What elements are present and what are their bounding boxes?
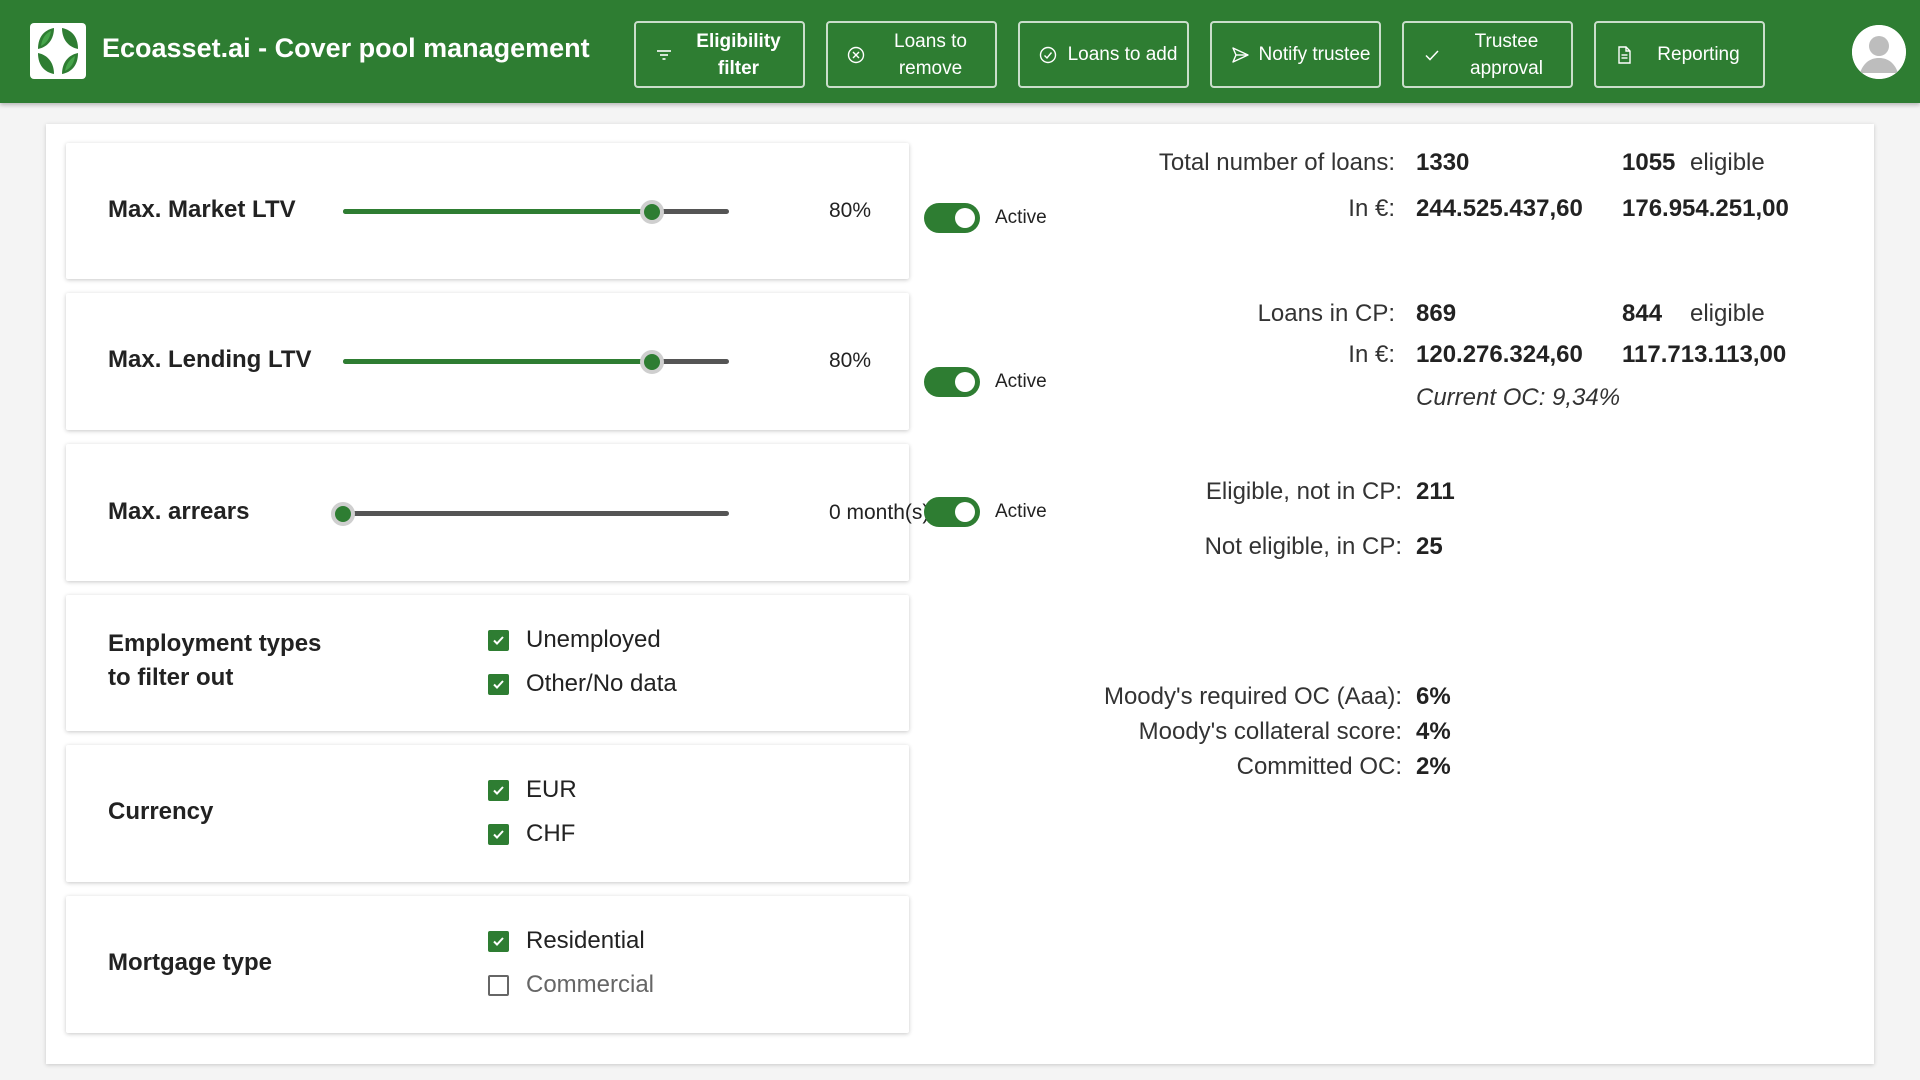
currency-filter-card: Currency EUR CHF	[66, 745, 909, 882]
checkbox-checked-icon[interactable]	[488, 823, 509, 845]
employment-label-line2: to filter out	[108, 664, 234, 691]
toggle-knob	[955, 208, 975, 228]
nav-loans-to-add-button[interactable]: Loans to add	[1018, 21, 1189, 88]
nav-eligibility-filter-button[interactable]: Eligibility filter	[634, 21, 805, 88]
cp-eur-eligible-value: 117.713.113,00	[1622, 341, 1787, 368]
arrears-label: Max. arrears	[108, 498, 250, 525]
app-title: Ecoasset.ai - Cover pool management	[102, 33, 590, 63]
cp-loans-eligible-label: eligible	[1690, 300, 1765, 327]
send-icon	[1230, 45, 1250, 65]
lending-ltv-value: 80%	[829, 349, 872, 372]
market-ltv-active-toggle[interactable]	[924, 203, 980, 233]
currency-label: Currency	[108, 798, 214, 825]
nav-reporting-button[interactable]: Reporting	[1594, 21, 1765, 88]
cp-eur-label: In €:	[1348, 341, 1395, 368]
committed-oc-label: Committed OC:	[1236, 753, 1402, 780]
nav-label: Loans to add	[1067, 44, 1178, 65]
toggle-knob	[955, 372, 975, 392]
checkbox-eur[interactable]: EUR	[488, 775, 577, 805]
not-eligible-cp-label: Not eligible, in CP:	[1204, 533, 1402, 560]
checkbox-label: Other/No data	[526, 670, 677, 697]
circle-check-icon	[1038, 45, 1058, 65]
moodys-collateral-score-value: 4%	[1416, 718, 1451, 745]
cp-loans-label: Loans in CP:	[1257, 300, 1395, 327]
slider-fill	[343, 209, 652, 214]
lending-ltv-slider[interactable]	[343, 346, 729, 376]
total-loans-eligible-value: 1055	[1622, 149, 1676, 176]
checkbox-label: Commercial	[526, 971, 655, 998]
mortgage-filter-card: Mortgage type Residential Commercial	[66, 896, 909, 1033]
checkbox-checked-icon[interactable]	[488, 779, 509, 801]
market-ltv-label: Max. Market LTV	[108, 196, 296, 223]
checkbox-unchecked-icon[interactable]	[488, 974, 509, 996]
total-loans-value: 1330	[1416, 149, 1470, 176]
slider-fill	[343, 359, 652, 364]
user-avatar-icon[interactable]	[1852, 25, 1906, 79]
market-ltv-value: 80%	[829, 199, 872, 222]
checkbox-label: CHF	[526, 820, 576, 847]
eligible-not-cp-value: 211	[1416, 478, 1455, 505]
employment-filter-card: Employment types to filter out Unemploye…	[66, 595, 909, 731]
lending-ltv-active-label: Active	[995, 371, 1047, 392]
market-ltv-filter-card: Max. Market LTV 80%	[66, 143, 909, 279]
toggle-knob	[955, 502, 975, 522]
check-icon	[1422, 45, 1442, 65]
nav-label: Trustee approval	[1470, 30, 1543, 79]
lending-ltv-label: Max. Lending LTV	[108, 346, 312, 373]
slider-track	[343, 511, 729, 516]
checkbox-checked-icon[interactable]	[488, 673, 509, 695]
market-ltv-active-label: Active	[995, 207, 1047, 228]
checkbox-residential[interactable]: Residential	[488, 926, 645, 956]
nav-notify-trustee-button[interactable]: Notify trustee	[1210, 21, 1381, 88]
nav-label: Reporting	[1657, 44, 1740, 65]
slider-handle[interactable]	[331, 502, 355, 526]
total-eur-value: 244.525.437,60	[1416, 195, 1583, 222]
checkbox-checked-icon[interactable]	[488, 930, 509, 952]
moodys-collateral-score-label: Moody's collateral score:	[1138, 718, 1402, 745]
moodys-required-oc-value: 6%	[1416, 683, 1451, 710]
total-loans-eligible-label: eligible	[1690, 149, 1765, 176]
slider-handle[interactable]	[639, 350, 664, 374]
cp-eur-value: 120.276.324,60	[1416, 341, 1583, 368]
slider-handle[interactable]	[639, 200, 664, 224]
not-eligible-cp-value: 25	[1416, 533, 1443, 560]
nav-label: Eligibility filter	[696, 30, 781, 79]
circle-x-icon	[846, 45, 866, 65]
checkbox-label: Unemployed	[526, 626, 661, 653]
nav-label: Notify trustee	[1258, 44, 1371, 65]
committed-oc-value: 2%	[1416, 753, 1451, 780]
lending-ltv-filter-card: Max. Lending LTV 80%	[66, 293, 909, 430]
arrears-active-label: Active	[995, 501, 1047, 522]
cp-loans-value: 869	[1416, 300, 1457, 327]
moodys-required-oc-label: Moody's required OC (Aaa):	[1103, 683, 1402, 710]
total-eur-eligible-value: 176.954.251,00	[1622, 195, 1789, 222]
checkbox-checked-icon[interactable]	[488, 629, 509, 651]
nav-label: Loans to remove	[894, 30, 967, 79]
arrears-slider[interactable]	[331, 498, 729, 528]
document-icon	[1614, 45, 1634, 65]
arrears-filter-card: Max. arrears 0 month(s)	[66, 444, 929, 581]
app-header: Ecoasset.ai - Cover pool management Elig…	[0, 0, 1920, 103]
checkbox-unemployed[interactable]: Unemployed	[488, 625, 661, 655]
checkbox-other-no-data[interactable]: Other/No data	[488, 669, 677, 699]
nav-trustee-approval-button[interactable]: Trustee approval	[1402, 21, 1573, 88]
nav-loans-to-remove-button[interactable]: Loans to remove	[826, 21, 997, 88]
arrears-active-toggle[interactable]	[924, 497, 980, 527]
total-eur-label: In €:	[1348, 195, 1395, 222]
checkbox-label: Residential	[526, 927, 645, 954]
checkbox-chf[interactable]: CHF	[488, 819, 575, 849]
filter-icon	[654, 45, 674, 65]
market-ltv-slider[interactable]	[343, 196, 729, 226]
checkbox-commercial[interactable]: Commercial	[488, 970, 654, 1000]
lending-ltv-active-toggle[interactable]	[924, 367, 980, 397]
current-oc-text: Current OC: 9,34%	[1416, 384, 1621, 411]
mortgage-label: Mortgage type	[108, 949, 273, 976]
eligible-not-cp-label: Eligible, not in CP:	[1205, 478, 1402, 505]
arrears-value: 0 month(s)	[829, 501, 930, 524]
cp-loans-eligible-value: 844	[1622, 300, 1663, 327]
ecoasset-logo[interactable]	[30, 23, 86, 79]
total-loans-label: Total number of loans:	[1158, 149, 1395, 176]
checkbox-label: EUR	[526, 776, 577, 803]
employment-label-line1: Employment types	[108, 630, 322, 657]
